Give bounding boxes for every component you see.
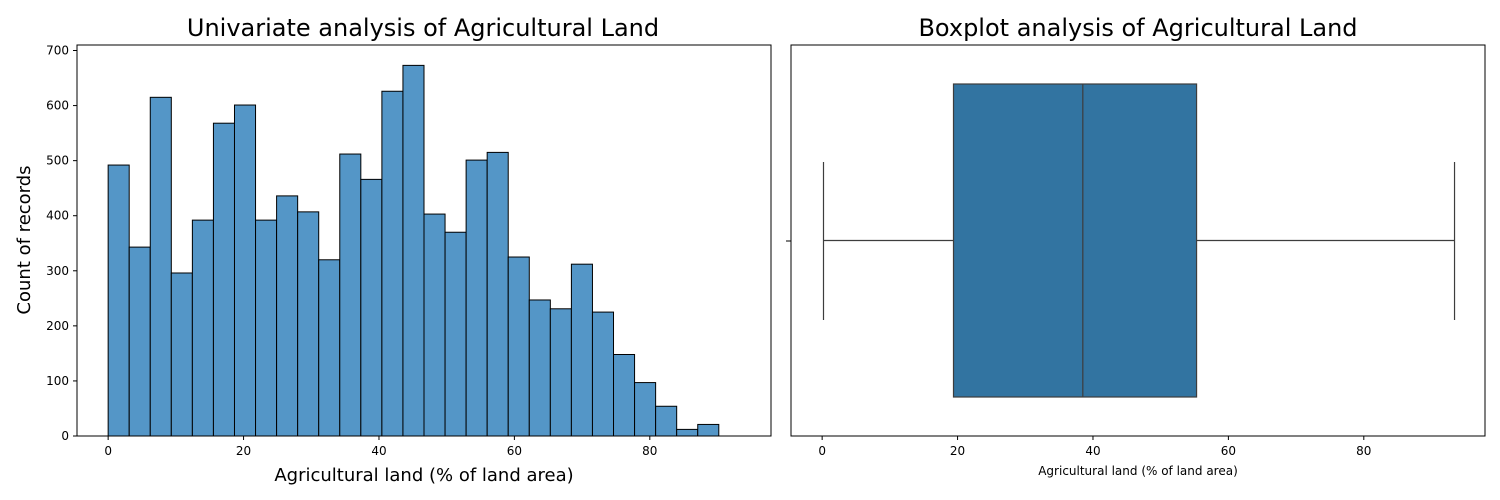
histogram-y-ticks: 0 100 200 300 400 500 600 700 — [46, 44, 77, 443]
histogram-y-tick-label: 500 — [46, 154, 69, 168]
boxplot-x-tick-label: 40 — [1085, 444, 1100, 458]
histogram-bar — [528, 299, 551, 437]
boxplot-frame — [790, 44, 1486, 437]
histogram-bar — [212, 122, 235, 437]
histogram-y-tick-label: 100 — [46, 374, 69, 388]
boxplot-x-tick-label: 0 — [818, 444, 826, 458]
histogram-bar — [423, 213, 446, 437]
histogram-bar — [107, 164, 130, 437]
histogram-bar — [444, 231, 467, 437]
histogram-x-ticks: 0 20 40 60 80 — [104, 436, 657, 458]
boxplot-x-ticks: 0 20 40 60 80 — [818, 436, 1371, 458]
boxplot-chart: Boxplot analysis of Agricultural Land 0 2… — [786, 14, 1486, 478]
histogram-x-tick-label: 20 — [236, 444, 251, 458]
histogram-y-tick-label: 200 — [46, 319, 69, 333]
histogram-x-label: Agricultural land (% of land area) — [274, 465, 573, 486]
boxplot-x-tick-label: 80 — [1356, 444, 1371, 458]
histogram-bar — [676, 428, 699, 437]
histogram-x-tick-label: 80 — [642, 444, 657, 458]
histogram-bar — [191, 219, 214, 437]
boxplot-x-label: Agricultural land (% of land area) — [1038, 464, 1238, 478]
boxplot-title: Boxplot analysis of Agricultural Land — [918, 14, 1357, 42]
histogram-bar — [486, 151, 509, 437]
histogram-bar — [570, 263, 593, 437]
histogram-bar — [613, 353, 636, 437]
histogram-bar — [360, 178, 383, 437]
histogram-y-tick-label: 0 — [61, 429, 69, 443]
histogram-y-label: Count of records — [14, 165, 35, 314]
histogram-bar — [465, 159, 488, 437]
histogram-bar — [149, 96, 172, 437]
histogram-y-tick-label: 400 — [46, 209, 69, 223]
histogram-bar — [318, 259, 341, 437]
histogram-y-tick-label: 300 — [46, 264, 69, 278]
histogram-bar — [507, 256, 530, 437]
histogram-bar — [549, 308, 572, 437]
histogram-bar — [655, 405, 678, 437]
histogram-bar — [339, 153, 362, 437]
histogram-x-tick-label: 0 — [104, 444, 112, 458]
histogram-y-tick-label: 600 — [46, 99, 69, 113]
histogram-frame — [76, 44, 772, 437]
boxplot-x-tick-label: 60 — [1221, 444, 1236, 458]
histogram-bar — [381, 90, 404, 437]
histogram-bar — [297, 211, 320, 437]
histogram-bar — [697, 423, 720, 437]
histogram-bar — [255, 219, 278, 437]
histogram-bars — [107, 64, 720, 437]
histogram-bar — [402, 64, 425, 437]
histogram-x-tick-label: 40 — [371, 444, 386, 458]
boxplot-marks — [822, 83, 1456, 398]
histogram-title: Univariate analysis of Agricultural Land — [187, 14, 659, 42]
histogram-bar — [170, 272, 193, 437]
histogram-bar — [276, 195, 299, 437]
histogram-bar — [128, 246, 151, 437]
boxplot-box — [952, 83, 1198, 398]
histogram-bar — [591, 311, 615, 437]
histogram-bar — [233, 104, 257, 437]
boxplot-x-tick-label: 20 — [950, 444, 965, 458]
histogram-y-tick-label: 700 — [46, 44, 69, 58]
histogram-bar — [634, 382, 657, 437]
histogram-x-tick-label: 60 — [507, 444, 522, 458]
histogram-chart: Univariate analysis of Agricultural Land… — [14, 14, 772, 486]
